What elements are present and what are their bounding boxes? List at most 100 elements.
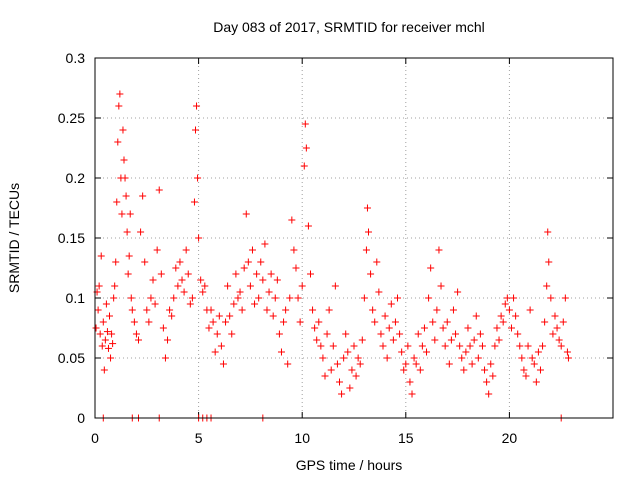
data-point [489, 372, 497, 380]
data-point [111, 282, 119, 290]
data-point [460, 366, 468, 374]
data-point [317, 342, 325, 350]
data-point [94, 306, 102, 314]
y-tick-label: 0.25 [58, 110, 85, 126]
data-point [549, 330, 557, 338]
data-point [561, 294, 569, 302]
data-point [151, 300, 159, 308]
data-point [514, 330, 522, 338]
data-point [161, 354, 169, 362]
data-point [215, 312, 223, 320]
data-point [275, 330, 283, 338]
data-point [536, 366, 544, 374]
data-point [121, 174, 129, 182]
data-point [435, 246, 443, 254]
data-point [109, 340, 117, 348]
data-point [340, 354, 348, 362]
data-point [516, 342, 524, 350]
data-point [404, 342, 412, 350]
data-point [119, 126, 127, 134]
data-point [427, 264, 435, 272]
data-point [414, 330, 422, 338]
data-point [385, 324, 393, 332]
data-point [126, 210, 134, 218]
data-point [367, 270, 375, 278]
data-point [182, 246, 190, 254]
data-point [288, 216, 296, 224]
data-point [255, 294, 263, 302]
data-point [286, 294, 294, 302]
data-point [360, 294, 368, 302]
data-point [474, 354, 482, 362]
data-point [304, 222, 312, 230]
data-point [222, 318, 230, 326]
data-point [466, 342, 474, 350]
data-point [263, 306, 271, 314]
data-point [132, 330, 140, 338]
data-point [186, 300, 194, 308]
data-point [267, 270, 275, 278]
data-point [495, 336, 503, 344]
data-point [219, 360, 227, 368]
data-point [483, 378, 491, 386]
data-point [159, 324, 167, 332]
axis-ticks: 0 0.05 0.1 0.15 0.2 0.25 0.3 0 5 10 15 20 [58, 50, 613, 446]
data-point [344, 348, 352, 356]
data-point [423, 348, 431, 356]
data-point [365, 228, 373, 236]
data-point [331, 282, 339, 290]
data-series-srmtid [92, 90, 572, 422]
data-point [356, 360, 364, 368]
data-point [97, 252, 105, 260]
data-point [213, 330, 221, 338]
data-point [323, 330, 331, 338]
data-point [277, 348, 285, 356]
data-point [98, 342, 106, 350]
data-point [445, 360, 453, 368]
data-point [157, 270, 165, 278]
data-point [178, 276, 186, 284]
data-point [122, 192, 130, 200]
data-point [257, 258, 265, 266]
data-point [520, 366, 528, 374]
data-point [375, 288, 383, 296]
x-tick-label: 15 [398, 430, 414, 446]
data-point [234, 294, 242, 302]
data-point [518, 354, 526, 362]
data-point [369, 306, 377, 314]
data-point [348, 366, 356, 374]
data-point [292, 264, 300, 272]
data-point [197, 276, 205, 284]
data-point [522, 372, 530, 380]
data-point [145, 318, 153, 326]
data-point [106, 312, 114, 320]
data-point [116, 90, 124, 98]
data-point [242, 210, 250, 218]
data-point [128, 306, 136, 314]
data-point [342, 330, 350, 338]
data-point [377, 330, 385, 338]
data-point [135, 336, 143, 344]
data-point [313, 336, 321, 344]
data-point [170, 294, 178, 302]
data-point [315, 318, 323, 326]
y-tick-label: 0.05 [58, 350, 85, 366]
data-point [319, 354, 327, 362]
y-tick-label: 0.2 [66, 170, 86, 186]
data-point [118, 210, 126, 218]
data-point [547, 294, 555, 302]
data-point [102, 300, 110, 308]
data-point [526, 306, 534, 314]
data-point [155, 186, 163, 194]
data-point [103, 328, 111, 336]
data-point [564, 354, 572, 362]
data-point [205, 324, 213, 332]
data-point [271, 294, 279, 302]
data-point [391, 318, 399, 326]
data-point [510, 294, 518, 302]
data-point [269, 312, 277, 320]
data-point [230, 300, 238, 308]
data-point [358, 336, 366, 344]
data-point [290, 246, 298, 254]
data-point [273, 276, 281, 284]
